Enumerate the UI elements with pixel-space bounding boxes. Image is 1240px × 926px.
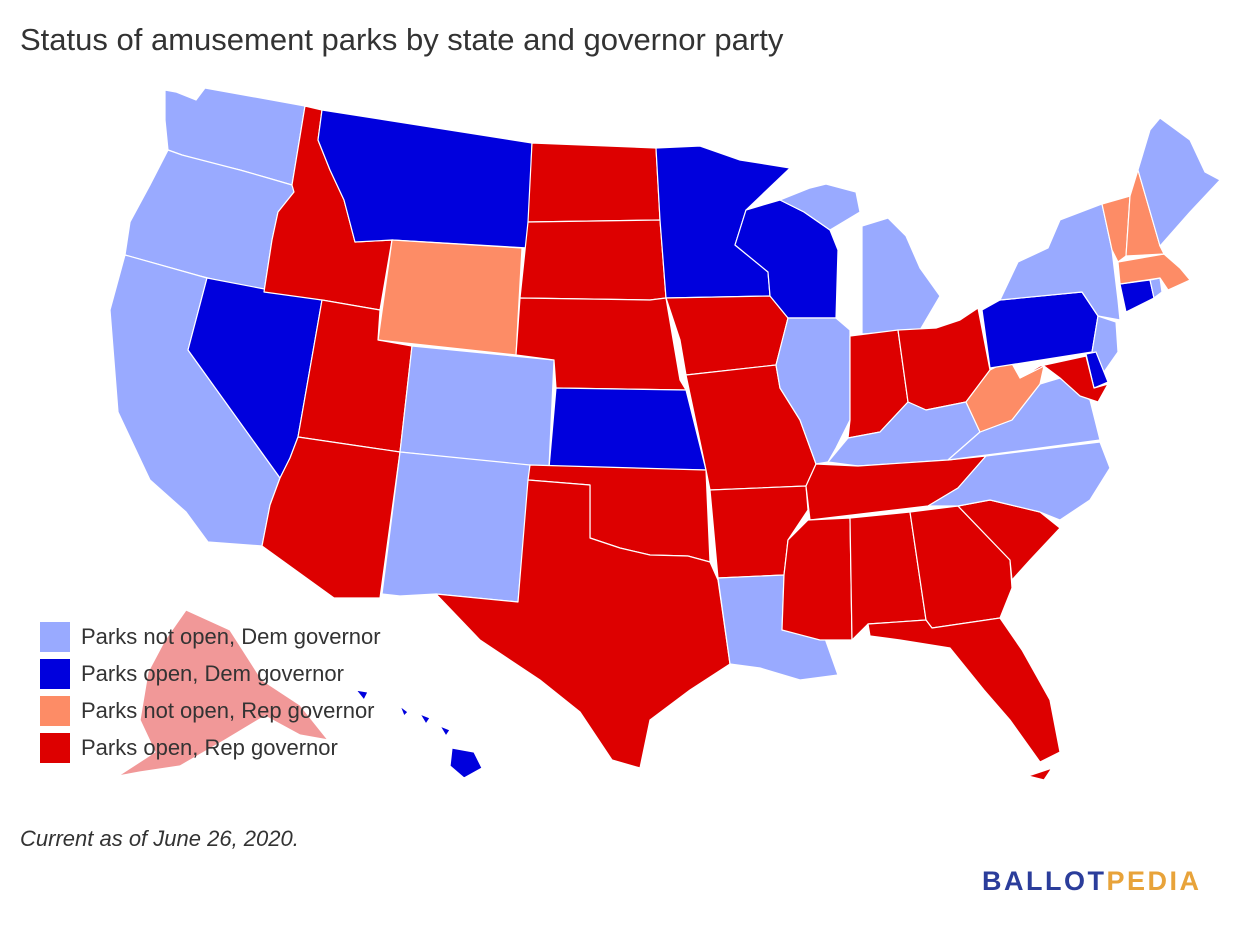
state-MS xyxy=(781,517,853,641)
state-WY xyxy=(377,239,523,356)
legend-label: Parks not open, Rep governor xyxy=(81,697,375,723)
legend-swatch xyxy=(40,695,70,726)
state-NC xyxy=(927,441,1111,521)
state-VT xyxy=(1101,195,1131,263)
state-AK xyxy=(117,609,329,777)
state-CT xyxy=(1119,279,1155,313)
state-CO xyxy=(399,345,555,469)
ballotpedia-logo: BALLOTPEDIA xyxy=(982,866,1202,897)
footnote: Current as of June 26, 2020. xyxy=(20,826,299,851)
state-ME xyxy=(1137,117,1221,247)
state-HI xyxy=(355,689,483,779)
legend-label: Parks open, Dem governor xyxy=(81,660,344,686)
state-NM xyxy=(381,451,531,603)
legend-item-not-open-rep: Parks not open, Rep governor xyxy=(40,692,381,729)
state-MI xyxy=(779,183,941,335)
legend-item-open-dem: Parks open, Dem governor xyxy=(40,655,381,692)
legend-label: Parks not open, Dem governor xyxy=(81,623,381,649)
state-TX xyxy=(435,479,731,769)
legend: Parks not open, Dem governor Parks open, … xyxy=(40,618,381,766)
map-title: Status of amusement parks by state and g… xyxy=(20,22,784,57)
state-MA xyxy=(1117,253,1191,291)
state-FL xyxy=(867,617,1061,781)
legend-item-open-rep: Parks open, Rep governor xyxy=(40,729,381,766)
legend-item-not-open-dem: Parks not open, Dem governor xyxy=(40,618,381,655)
legend-swatch xyxy=(40,658,70,689)
legend-label: Parks open, Rep governor xyxy=(81,734,338,760)
state-KS xyxy=(548,387,707,471)
state-SD xyxy=(519,219,667,301)
state-ND xyxy=(527,142,661,223)
logo-part-pedia: PEDIA xyxy=(1106,866,1202,896)
state-NH xyxy=(1125,169,1165,257)
logo-part-ballot: BALLOT xyxy=(982,866,1107,896)
legend-swatch xyxy=(40,621,70,652)
state-IA xyxy=(665,295,789,376)
legend-swatch xyxy=(40,732,70,763)
state-MD xyxy=(1019,355,1109,403)
